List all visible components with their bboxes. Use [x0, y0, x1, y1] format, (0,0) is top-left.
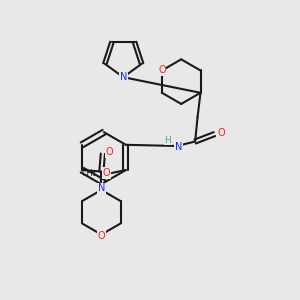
Text: O: O — [158, 65, 166, 76]
Text: O: O — [98, 231, 105, 241]
Text: N: N — [98, 184, 105, 194]
Text: N: N — [98, 184, 105, 194]
Text: O: O — [106, 147, 113, 157]
Text: N: N — [120, 72, 127, 82]
Text: H: H — [164, 136, 171, 145]
Text: CH₃: CH₃ — [81, 169, 96, 178]
Text: N: N — [175, 142, 182, 152]
Text: O: O — [102, 168, 110, 178]
Text: O: O — [217, 128, 225, 138]
